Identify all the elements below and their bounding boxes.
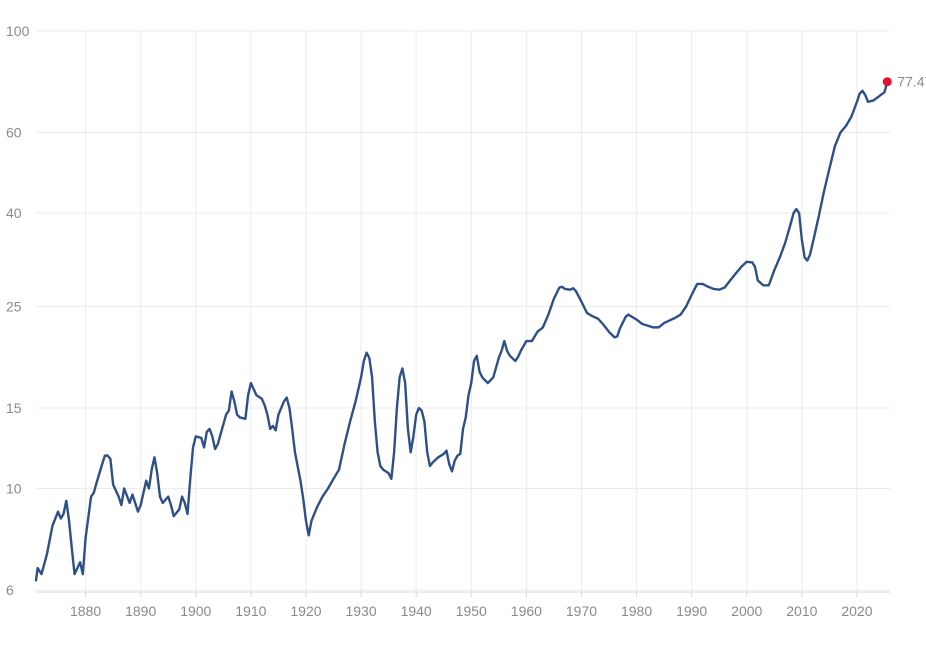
y-tick-label: 15 bbox=[6, 400, 22, 416]
y-tick-label: 6 bbox=[6, 582, 14, 598]
x-tick-label: 1980 bbox=[621, 603, 652, 619]
y-tick-label: 100 bbox=[6, 23, 30, 39]
x-tick-label: 2010 bbox=[786, 603, 817, 619]
y-tick-label: 25 bbox=[6, 298, 22, 314]
y-tick-label: 40 bbox=[6, 205, 22, 221]
x-tick-label: 1930 bbox=[345, 603, 376, 619]
grid-lines bbox=[36, 30, 890, 592]
last-point-dot[interactable] bbox=[882, 77, 892, 87]
x-tick-label: 2000 bbox=[731, 603, 762, 619]
series-line bbox=[34, 80, 889, 582]
x-tick-label: 1970 bbox=[566, 603, 597, 619]
last-value-label: 77.47 bbox=[897, 74, 926, 90]
y-tick-label: 60 bbox=[6, 124, 22, 140]
x-tick-label: 1890 bbox=[125, 603, 156, 619]
axes: 100 60 40 25 15 10 6 1880 1890 1900 1910 1920 1930 19… bbox=[6, 23, 890, 619]
x-tick-label: 1900 bbox=[180, 603, 211, 619]
x-tick-label: 1950 bbox=[456, 603, 487, 619]
x-tick-label: 1990 bbox=[676, 603, 707, 619]
series-layer bbox=[34, 80, 889, 582]
x-tick-label: 1960 bbox=[511, 603, 542, 619]
x-tick-label: 1940 bbox=[401, 603, 432, 619]
x-tick-label: 2020 bbox=[841, 603, 872, 619]
x-tick-label: 1910 bbox=[235, 603, 266, 619]
x-tick-label: 1880 bbox=[70, 603, 101, 619]
y-tick-label: 10 bbox=[6, 481, 22, 497]
last-point-marker: 77.47 bbox=[882, 74, 926, 90]
x-tick-label: 1920 bbox=[290, 603, 321, 619]
